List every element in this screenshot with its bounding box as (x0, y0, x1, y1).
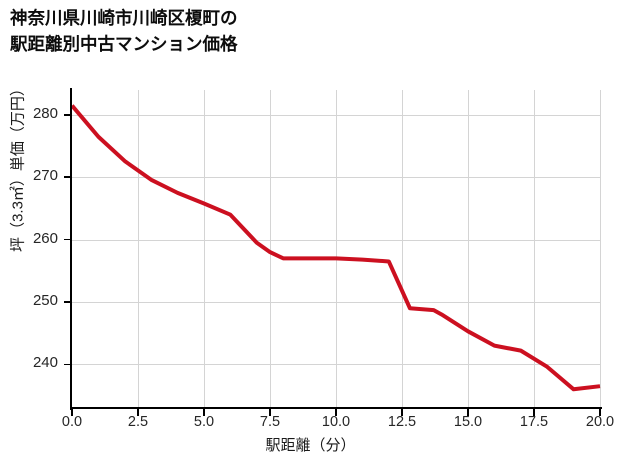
y-tick-mark (64, 238, 71, 241)
x-tick-label: 2.5 (127, 414, 149, 430)
x-tick-mark (137, 409, 139, 416)
x-tick-label: 0.0 (61, 414, 83, 430)
y-axis-line (70, 88, 73, 410)
x-tick-label: 15.0 (453, 414, 483, 430)
x-tick-mark (533, 409, 535, 416)
x-tick-mark (401, 409, 403, 416)
series-polyline (70, 104, 601, 392)
gridline-vertical (600, 90, 601, 408)
y-axis-title: 坪（3.3㎡）単価（万円） (9, 81, 27, 252)
y-tick-label: 250 (32, 292, 58, 309)
y-tick-label: 280 (32, 104, 58, 122)
x-tick-label: 7.5 (259, 414, 281, 430)
x-axis-line (70, 407, 602, 410)
x-tick-label: 12.5 (387, 414, 417, 430)
gridline-vertical (204, 90, 205, 408)
plot-area (70, 90, 601, 408)
y-tick-label: 260 (32, 229, 58, 247)
y-tick-label: 270 (32, 167, 58, 185)
gridline-vertical (270, 90, 271, 408)
y-tick-mark (64, 301, 71, 303)
x-tick-label: 10.0 (321, 414, 351, 430)
x-tick-mark (269, 409, 271, 416)
x-tick-label: 5.0 (193, 414, 215, 430)
chart-title-line-1: 神奈川県川崎市川崎区榎町の (10, 8, 238, 28)
x-tick-mark (335, 409, 337, 416)
y-tick-label: 240 (32, 354, 58, 372)
gridline-vertical (336, 90, 337, 408)
y-tick-mark (64, 176, 71, 179)
x-tick-mark (599, 409, 601, 416)
x-tick-label: 20.0 (585, 414, 615, 430)
gridline-vertical (468, 90, 469, 408)
y-tick-mark (64, 114, 71, 116)
gridline-vertical (402, 90, 403, 408)
gridline-vertical (534, 90, 535, 408)
x-tick-mark (71, 409, 73, 416)
x-tick-label: 17.5 (519, 414, 549, 430)
gridline-vertical (138, 90, 139, 408)
x-axis-title: 駅距離（分） (265, 437, 356, 454)
x-tick-mark (203, 409, 205, 416)
x-tick-mark (467, 409, 469, 416)
y-tick-mark (64, 363, 71, 366)
chart-title-line-2: 駅距離別中古マンション価格 (10, 34, 238, 54)
series-line-chart (70, 104, 601, 392)
